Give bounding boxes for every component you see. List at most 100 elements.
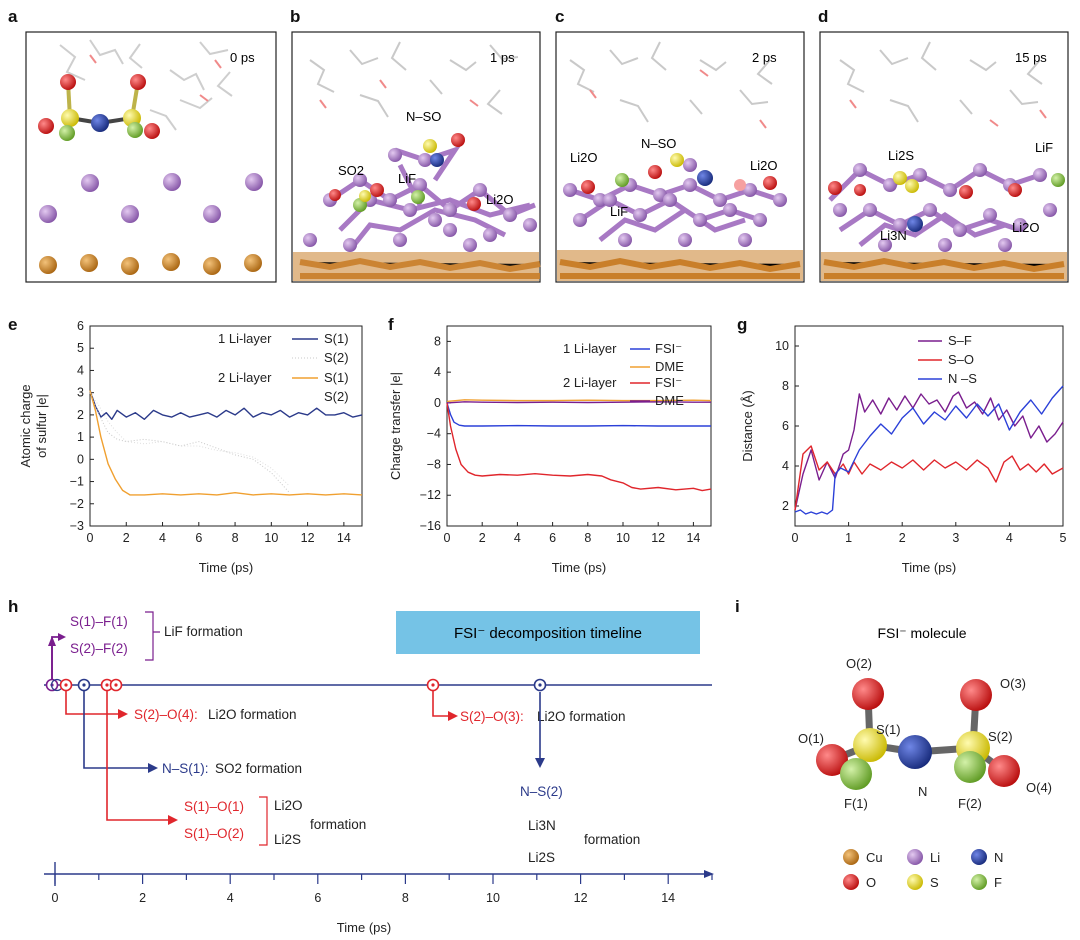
atom-n [898, 735, 932, 769]
atom-label-o2: O(2) [846, 656, 872, 671]
chart-g-ytick-label: 2 [782, 499, 789, 513]
chart-f-ytick-label: 0 [434, 396, 441, 410]
chart-e-ytick-label: 2 [77, 408, 84, 422]
chart-f-ytick-label: −12 [420, 488, 441, 502]
chart-e-xtick-label: 0 [87, 531, 94, 545]
legend-cu: Cu [866, 850, 883, 865]
panel-label-i: i [735, 597, 740, 616]
so-bond-1: S(1)–O(1) [184, 799, 244, 814]
series-line-f-2 [446, 399, 712, 403]
tag-d-lif: LiF [1035, 140, 1053, 155]
legend-e-s1-a: S(1) [324, 331, 349, 346]
li2o-b-arrow [448, 711, 458, 721]
chart-e-legend: 1 Li-layer S(1) S(2) 2 Li-layer S(1) S(2… [218, 331, 349, 404]
chart-e-ylabel-1: Atomic charge [18, 384, 33, 467]
snapshot-b: 1 ps N–SO SO2 LiF Li2O [291, 31, 541, 283]
chart-e-frame [89, 325, 363, 527]
chart-g-xtick-label: 3 [952, 531, 959, 545]
timeline-tick-label: 6 [314, 891, 321, 905]
atom-label-f2: F(2) [958, 796, 982, 811]
series-line-g-3 [794, 385, 1064, 515]
panel-label-e: e [8, 315, 17, 334]
chart-f-ytick-label: 8 [434, 334, 441, 348]
legend-g-so: S–O [948, 352, 974, 367]
legend-e-s2-b: S(2) [324, 389, 349, 404]
chart-g-xtick-label: 4 [1006, 531, 1013, 545]
atom-label-s2: S(2) [988, 729, 1013, 744]
legend-e-s2-a: S(2) [324, 350, 349, 365]
ns2-product-2: Li2S [528, 850, 555, 865]
legend-f-group1: 1 Li-layer [563, 341, 617, 356]
chart-g-xtick-label: 5 [1060, 531, 1067, 545]
legend-f-icon [971, 874, 987, 890]
legend-s: S [930, 875, 939, 890]
tag-b-nso: N–SO [406, 109, 441, 124]
atom-label-o4: O(4) [1026, 780, 1052, 795]
atom-f1 [840, 758, 872, 790]
chart-e-ytick-label: −2 [70, 497, 84, 511]
panel-label-g: g [737, 315, 747, 334]
li2o-a-bond: S(2)–O(4): [134, 707, 198, 722]
panel-label-f: f [388, 315, 394, 334]
time-label-a: 0 ps [230, 50, 255, 65]
chart-f-xtick-label: 12 [651, 531, 665, 545]
chart-g-ytick-label: 8 [782, 379, 789, 393]
timeline-tick-label: 4 [227, 891, 234, 905]
atom-o4 [988, 755, 1020, 787]
chart-g-xtick-label: 2 [899, 531, 906, 545]
atom-label-n: N [918, 784, 927, 799]
so2-bond: N–S(1): [162, 761, 209, 776]
chart-f-xtick-label: 2 [479, 531, 486, 545]
cu-layer-a [39, 253, 262, 275]
legend-li-icon [907, 849, 923, 865]
tag-d-li2s: Li2S [888, 148, 914, 163]
chart-e-ytick-label: −3 [70, 519, 84, 533]
legend-g-ns: N –S [948, 371, 977, 386]
timeline-tick-label: 2 [139, 891, 146, 905]
li2o-a-arrow [118, 709, 128, 719]
chart-g-xlabel: Time (ps) [902, 560, 956, 575]
timeline-markers [45, 678, 547, 692]
legend-f-dme-b: DME [655, 393, 684, 408]
legend-o-icon [843, 874, 859, 890]
chart-e-ylabel-2: of sulfur |e| [34, 394, 49, 458]
lif-bond-2: S(2)–F(2) [70, 641, 128, 656]
timeline-xlabel: Time (ps) [337, 920, 391, 935]
lif-bond-1: S(1)–F(1) [70, 614, 128, 629]
li-layer-a [39, 173, 263, 223]
chart-e-xtick-label: 14 [337, 531, 351, 545]
chart-e-ytick-label: 4 [77, 363, 84, 377]
chart-g-ytick-label: 10 [775, 339, 789, 353]
so-product-2: Li2S [274, 832, 301, 847]
so2-arrow [148, 763, 158, 773]
chart-e-xlabel: Time (ps) [199, 560, 253, 575]
snapshot-c: 2 ps N–SO Li2O LiF Li2O [555, 31, 805, 283]
lif-label: LiF formation [164, 624, 243, 639]
chart-f-ytick-label: −8 [427, 457, 441, 471]
chart-e-xtick-label: 10 [264, 531, 278, 545]
chart-g-legend: S–F S–O N –S [918, 333, 977, 386]
legend-o: O [866, 875, 876, 890]
chart-f-ytick-label: −16 [420, 519, 441, 533]
chart-f-xlabel: Time (ps) [552, 560, 606, 575]
chart-f-ytick-label: 4 [434, 365, 441, 379]
so-arrow [168, 815, 178, 825]
legend-f-dme-a: DME [655, 359, 684, 374]
tag-c-lif: LiF [610, 204, 628, 219]
timeline-banner [396, 611, 700, 654]
li2o-b-label: Li2O formation [537, 709, 626, 724]
panel-label-h: h [8, 597, 18, 616]
ns2-label: formation [584, 832, 640, 847]
chart-e-ytick-label: 6 [77, 319, 84, 333]
so2-label: SO2 formation [215, 761, 302, 776]
atom-o2 [852, 678, 884, 710]
chart-e-xtick-label: 8 [232, 531, 239, 545]
legend-f-group2: 2 Li-layer [563, 375, 617, 390]
atom-o3 [960, 679, 992, 711]
molecule-i: FSI⁻ molecule O(2) O(3) S(1) S(2) O(1) N… [798, 625, 1052, 890]
legend-n-icon [971, 849, 987, 865]
atom-label-o1: O(1) [798, 731, 824, 746]
so-product-1: Li2O [274, 798, 303, 813]
chart-f-xtick-label: 8 [584, 531, 591, 545]
